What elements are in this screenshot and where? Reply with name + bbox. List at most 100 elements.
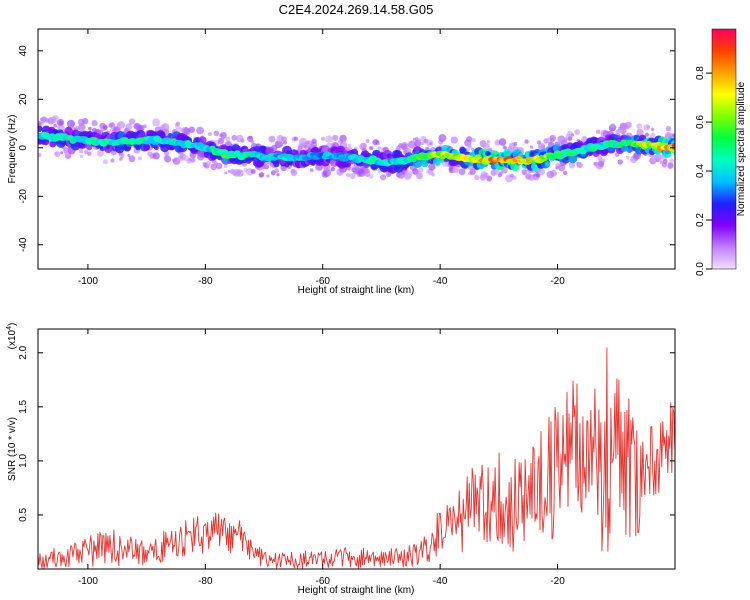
heatmap-blob — [274, 168, 279, 174]
heatmap-blob — [576, 161, 583, 169]
heatmap-blob — [87, 126, 92, 131]
heatmap-blob — [486, 140, 490, 144]
y-tick-label: 0.5 — [18, 508, 29, 522]
heatmap-blob — [459, 146, 466, 154]
heatmap-blob — [242, 162, 247, 167]
heatmap-blob — [483, 172, 489, 178]
heatmap-blob — [315, 166, 319, 170]
snr-marks — [38, 347, 675, 569]
heatmap-blob — [503, 146, 508, 150]
spectrogram-panel: -100 -80 -60 -40 -20 40 20 0 -20 -40 Height of s… — [7, 28, 676, 296]
y-tick-label: -20 — [18, 189, 29, 204]
heatmap-blob — [290, 169, 298, 177]
heatmap-blob — [52, 114, 59, 122]
heatmap-blob — [346, 172, 351, 177]
colorbar-gradient — [711, 28, 737, 270]
heatmap-blob — [667, 162, 674, 169]
heatmap-blob — [568, 154, 578, 164]
svg-text:(x104): (x104) — [6, 323, 18, 350]
heatmap-blob — [527, 174, 535, 181]
heatmap-blob — [376, 142, 380, 146]
heatmap-blob — [486, 175, 493, 182]
heatmap-blob — [610, 123, 616, 129]
heatmap-marks — [38, 114, 675, 183]
heatmap-blob — [163, 154, 170, 161]
heatmap-blob — [268, 135, 276, 143]
heatmap-blob — [347, 143, 352, 148]
heatmap-blob — [332, 134, 339, 141]
colorbar-ticks: 0.0 0.2 0.4 0.6 0.8 — [695, 66, 712, 276]
heatmap-blob — [492, 167, 500, 175]
heatmap-blob — [502, 169, 507, 174]
x-tick-label: -40 — [433, 276, 448, 287]
heatmap-blob — [412, 168, 419, 175]
heatmap-blob — [311, 138, 317, 144]
heatmap-blob — [662, 158, 668, 164]
heatmap-blob — [250, 139, 255, 144]
y-tick-label: 20 — [18, 93, 29, 105]
heatmap-blob — [79, 154, 84, 158]
heatmap-blob — [369, 145, 374, 151]
heatmap-blob — [276, 173, 280, 177]
heatmap-blob — [64, 126, 73, 136]
heatmap-blob — [448, 166, 454, 172]
y-tick-label: 1.5 — [18, 399, 29, 413]
x-tick-label: -60 — [316, 576, 331, 587]
heatmap-blob — [558, 164, 566, 172]
heatmap-blob — [152, 152, 160, 160]
heatmap-blob — [471, 138, 476, 143]
heatmap-blob — [339, 134, 347, 143]
heatmap-blob — [84, 149, 89, 154]
heatmap-blob — [644, 132, 650, 137]
snr-x-ticks: -100 -80 -60 -40 -20 — [78, 329, 565, 587]
heatmap-blob — [365, 139, 370, 143]
colorbar-label: Normalized spectral amplitude — [736, 81, 747, 216]
heatmap-blob — [86, 144, 93, 151]
heatmap-blob — [102, 159, 108, 165]
heatmap-blob — [220, 132, 227, 139]
heatmap-blob — [467, 144, 472, 149]
heatmap-blob — [281, 136, 287, 142]
snr-exponent-base: (x10 — [7, 329, 18, 349]
heatmap-blob — [417, 138, 422, 142]
y-tick-label: 40 — [18, 45, 29, 57]
heatmap-blob — [650, 132, 656, 138]
heatmap-blob — [524, 139, 529, 144]
heatmap-blob — [619, 126, 627, 135]
heatmap-blob — [595, 129, 601, 134]
heatmap-blob — [415, 137, 419, 141]
heatmap-blob — [567, 136, 573, 142]
heatmap-blob — [474, 174, 480, 181]
heatmap-blob — [53, 123, 57, 128]
heatmap-blob — [636, 128, 644, 136]
heatmap-blob — [190, 157, 196, 163]
heatmap-blob — [117, 121, 126, 129]
heatmap-blob — [544, 161, 551, 167]
heatmap-blob — [529, 145, 534, 149]
heatmap-blob — [320, 136, 325, 141]
heatmap-blob — [669, 158, 674, 163]
heatmap-blob — [276, 140, 284, 148]
heatmap-blob — [509, 173, 514, 178]
snr-exponent-power: 4 — [6, 326, 13, 330]
y-tick-label: 2.0 — [18, 345, 29, 359]
heatmap-blob — [416, 172, 423, 180]
heatmap-blob — [248, 135, 253, 140]
heatmap-blob — [466, 136, 473, 143]
heatmap-blob — [128, 118, 136, 125]
heatmap-blob — [103, 125, 108, 131]
heatmap-blob — [420, 141, 425, 146]
heatmap-blob — [223, 164, 228, 169]
x-tick-label: -80 — [198, 576, 213, 587]
heatmap-blob — [651, 127, 655, 131]
heatmap-blob — [438, 134, 447, 143]
heatmap-blob — [293, 136, 299, 141]
chart-title: C2E4.2024.269.14.58.G05 — [279, 2, 434, 17]
heatmap-blob — [215, 162, 223, 170]
heatmap-blob — [236, 169, 244, 177]
heatmap-blob — [82, 117, 89, 125]
heatmap-blob — [665, 126, 672, 132]
heatmap-blob — [240, 138, 245, 143]
heatmap-blob — [570, 133, 575, 137]
heatmap-blob — [498, 138, 507, 146]
